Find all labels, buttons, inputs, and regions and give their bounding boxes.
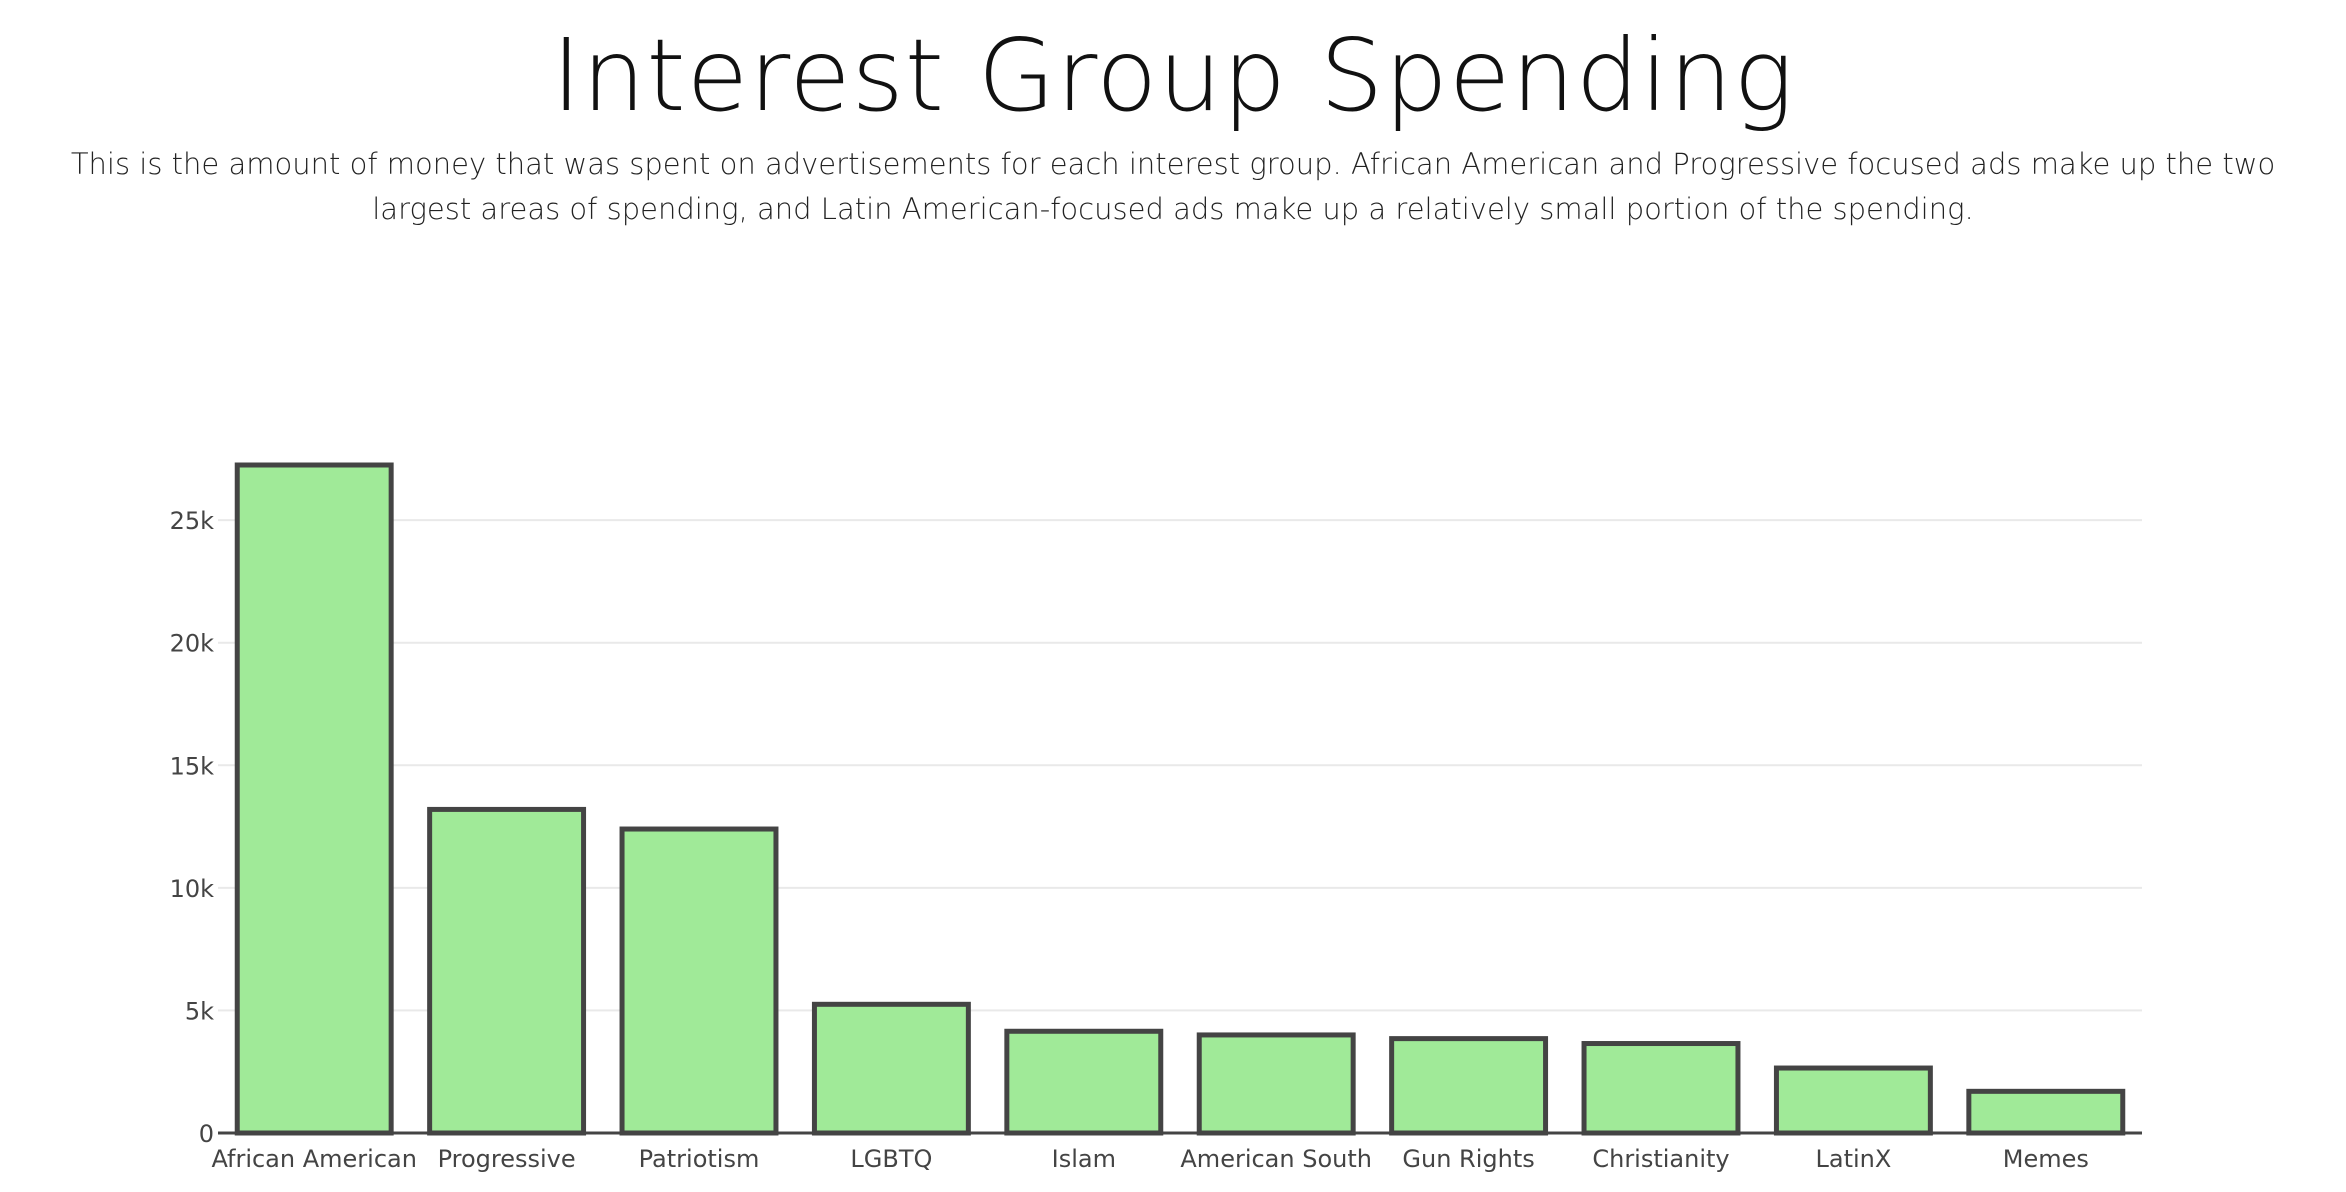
x-tick-label: Islam [1052, 1145, 1116, 1173]
bar [1966, 1088, 2126, 1136]
x-tick-label: African American [211, 1145, 417, 1173]
x-tick-label: Christianity [1592, 1145, 1729, 1173]
bar [234, 462, 394, 1136]
bar [1581, 1041, 1741, 1136]
y-tick-label: 25k [170, 507, 215, 535]
y-tick-label: 0 [199, 1120, 214, 1148]
x-tick-label: Patriotism [639, 1145, 760, 1173]
x-tick-label: Progressive [438, 1145, 576, 1173]
x-tick-label: American South [1180, 1145, 1372, 1173]
bar [427, 806, 587, 1136]
y-tick-label: 5k [185, 997, 214, 1025]
x-tick-label: LatinX [1815, 1145, 1891, 1173]
chart-subtitle: This is the amount of money that was spe… [70, 147, 2276, 226]
bar [619, 826, 779, 1136]
bar [1196, 1032, 1356, 1136]
x-tick-label: LGBTQ [850, 1145, 932, 1173]
y-tick-label: 10k [170, 875, 215, 903]
x-tick-label: Gun Rights [1402, 1145, 1534, 1173]
chart-title: Interest Group Spending [551, 17, 1795, 134]
bars [234, 462, 2126, 1136]
chart-header: Interest Group Spending This is the amou… [0, 0, 2346, 232]
tick-labels: 0 5k 10k 15k 20k 25k African American Progressi… [170, 507, 2089, 1173]
bar [1389, 1036, 1549, 1136]
y-tick-label: 20k [170, 630, 215, 658]
y-tick-label: 15k [170, 752, 215, 780]
bar [811, 1001, 971, 1136]
bar [1773, 1065, 1933, 1136]
x-tick-label: Memes [2003, 1145, 2089, 1173]
bar [1004, 1028, 1164, 1136]
